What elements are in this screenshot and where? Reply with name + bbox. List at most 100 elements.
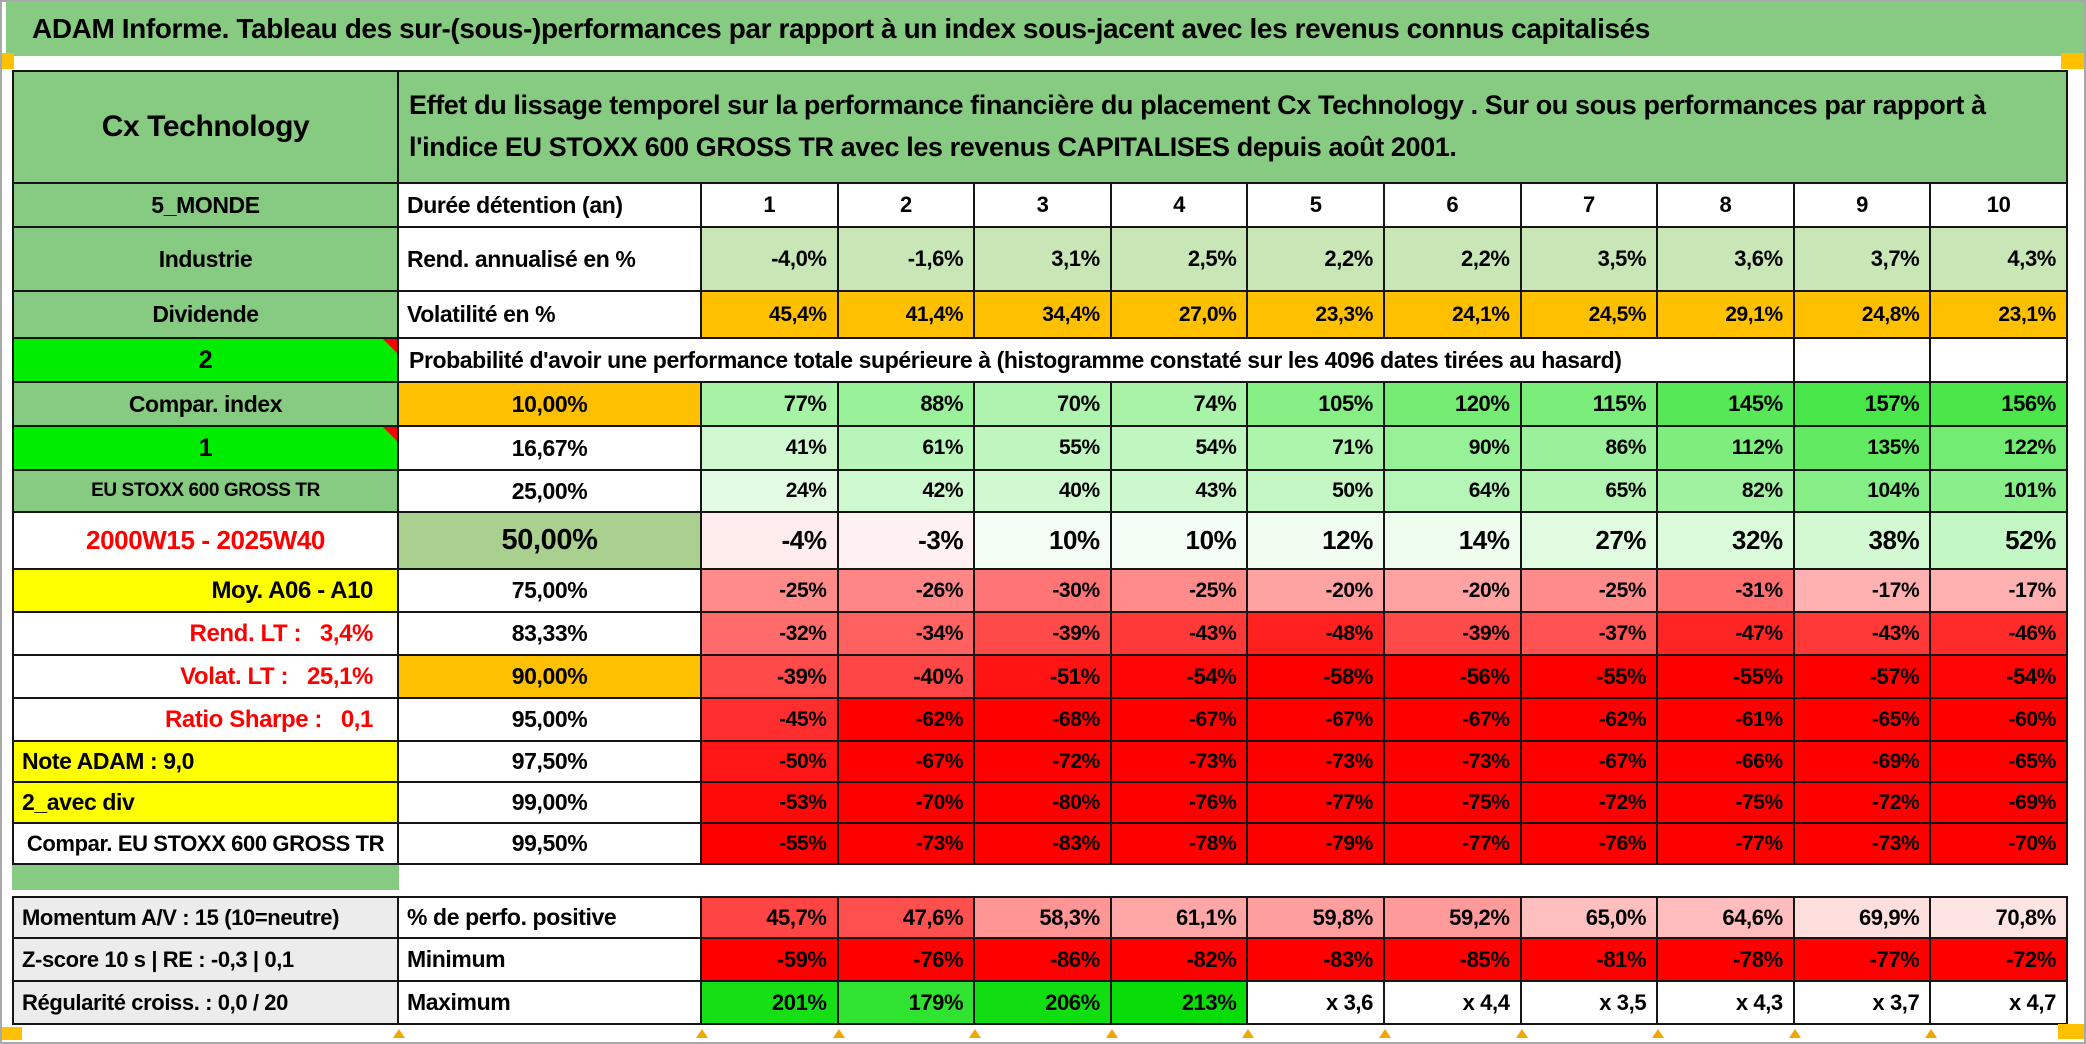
- report-description-cell[interactable]: Effet du lissage temporel sur la perform…: [399, 70, 2068, 184]
- cell-p95-y8[interactable]: -61%: [1658, 699, 1795, 742]
- cell-duration-y4[interactable]: 4: [1111, 184, 1249, 228]
- cell-rend-y2[interactable]: -1,6%: [838, 228, 976, 292]
- cell-p995-y10[interactable]: -70%: [1931, 824, 2068, 865]
- cell-p90-y8[interactable]: -55%: [1658, 656, 1795, 699]
- cell-p975-y1[interactable]: -50%: [702, 742, 839, 783]
- cell-p90-y1[interactable]: -39%: [702, 656, 839, 699]
- cell-rend-y8[interactable]: 3,6%: [1658, 228, 1795, 292]
- cell-p995-y4[interactable]: -78%: [1111, 824, 1249, 865]
- row-label-min[interactable]: Z-score 10 s | RE : -0,3 | 0,1: [12, 939, 399, 982]
- row-header-p99[interactable]: 99,00%: [399, 783, 702, 824]
- cell-p90-y5[interactable]: -58%: [1248, 656, 1385, 699]
- cell-p90-y9[interactable]: -57%: [1794, 656, 1932, 699]
- cell-p83-y3[interactable]: -39%: [975, 613, 1112, 656]
- cell-p90-y10[interactable]: -54%: [1931, 656, 2068, 699]
- cell-p16-y4[interactable]: 54%: [1111, 427, 1249, 471]
- cell-p75-y9[interactable]: -17%: [1794, 570, 1932, 613]
- cell-p90-y4[interactable]: -54%: [1111, 656, 1249, 699]
- row-label-duration[interactable]: 5_MONDE: [12, 184, 399, 228]
- row-label-p25[interactable]: EU STOXX 600 GROSS TR: [12, 471, 399, 513]
- cell-p99-y9[interactable]: -72%: [1794, 783, 1932, 824]
- cell-p10-y1[interactable]: 77%: [702, 383, 839, 427]
- cell-duration-y1[interactable]: 1: [702, 184, 839, 228]
- cell-p50-y4[interactable]: 10%: [1111, 513, 1249, 570]
- cell-p90-y6[interactable]: -56%: [1384, 656, 1522, 699]
- cell-rend-y3[interactable]: 3,1%: [975, 228, 1112, 292]
- cell-p95-y4[interactable]: -67%: [1111, 699, 1249, 742]
- row-label-p975[interactable]: Note ADAM : 9,0: [12, 742, 399, 783]
- cell-p995-y3[interactable]: -83%: [975, 824, 1112, 865]
- cell-p90-y2[interactable]: -40%: [838, 656, 976, 699]
- cell-rend-y9[interactable]: 3,7%: [1794, 228, 1932, 292]
- instrument-name-cell[interactable]: Cx Technology: [12, 70, 399, 184]
- cell-p83-y6[interactable]: -39%: [1384, 613, 1522, 656]
- cell-p75-y2[interactable]: -26%: [838, 570, 976, 613]
- cell-p16-y1[interactable]: 41%: [702, 427, 839, 471]
- cell-min-y4[interactable]: -82%: [1111, 939, 1249, 982]
- cell-duration-y3[interactable]: 3: [975, 184, 1112, 228]
- row-header-p50[interactable]: 50,00%: [399, 513, 702, 570]
- cell-perf-y8[interactable]: 64,6%: [1658, 896, 1795, 939]
- row-label-p10[interactable]: Compar. index: [12, 383, 399, 427]
- cell-max-y5[interactable]: x 3,6: [1248, 982, 1385, 1025]
- row-label-p50[interactable]: 2000W15 - 2025W40: [12, 513, 399, 570]
- cell-p75-y8[interactable]: -31%: [1658, 570, 1795, 613]
- row-label-rend[interactable]: Industrie: [12, 228, 399, 292]
- cell-p25-y8[interactable]: 82%: [1658, 471, 1795, 513]
- cell-max-y4[interactable]: 213%: [1111, 982, 1249, 1025]
- cell-p975-y10[interactable]: -65%: [1931, 742, 2068, 783]
- cell-p90-y3[interactable]: -51%: [975, 656, 1112, 699]
- spacer-cell[interactable]: [12, 865, 399, 890]
- cell-perf-y2[interactable]: 47,6%: [838, 896, 976, 939]
- cell-p99-y8[interactable]: -75%: [1658, 783, 1795, 824]
- cell-rend-y10[interactable]: 4,3%: [1931, 228, 2068, 292]
- cell-p75-y4[interactable]: -25%: [1111, 570, 1249, 613]
- cell-p95-y6[interactable]: -67%: [1384, 699, 1522, 742]
- cell-min-y5[interactable]: -83%: [1248, 939, 1385, 982]
- row-header-volat[interactable]: Volatilité en %: [399, 292, 702, 339]
- cell-perf-y6[interactable]: 59,2%: [1384, 896, 1522, 939]
- cell-p975-y4[interactable]: -73%: [1111, 742, 1249, 783]
- cell-volat-y1[interactable]: 45,4%: [702, 292, 839, 339]
- cell-p50-y1[interactable]: -4%: [702, 513, 839, 570]
- cell-p99-y10[interactable]: -69%: [1931, 783, 2068, 824]
- cell-p83-y2[interactable]: -34%: [838, 613, 976, 656]
- cell-p10-y2[interactable]: 88%: [838, 383, 976, 427]
- row-label-p75[interactable]: Moy. A06 - A10: [12, 570, 399, 613]
- cell-p10-y5[interactable]: 105%: [1248, 383, 1385, 427]
- probability-caption-cell[interactable]: Probabilité d'avoir une performance tota…: [399, 339, 1795, 383]
- cell-rend-y6[interactable]: 2,2%: [1384, 228, 1522, 292]
- cell-rend-y7[interactable]: 3,5%: [1521, 228, 1659, 292]
- cell-volat-y6[interactable]: 24,1%: [1384, 292, 1522, 339]
- cell-p50-y10[interactable]: 52%: [1931, 513, 2068, 570]
- row-header-p975[interactable]: 97,50%: [399, 742, 702, 783]
- row-header-duration[interactable]: Durée détention (an): [399, 184, 702, 228]
- cell-p10-y6[interactable]: 120%: [1384, 383, 1522, 427]
- row-label-p16[interactable]: 1: [12, 427, 399, 471]
- cell-p50-y5[interactable]: 12%: [1248, 513, 1385, 570]
- cell-p95-y3[interactable]: -68%: [975, 699, 1112, 742]
- cell-min-y8[interactable]: -78%: [1658, 939, 1795, 982]
- cell-p83-y5[interactable]: -48%: [1248, 613, 1385, 656]
- cell-p995-y9[interactable]: -73%: [1794, 824, 1932, 865]
- cell-volat-y9[interactable]: 24,8%: [1794, 292, 1932, 339]
- cell-p25-y10[interactable]: 101%: [1931, 471, 2068, 513]
- cell-p50-y8[interactable]: 32%: [1658, 513, 1795, 570]
- cell-duration-y7[interactable]: 7: [1521, 184, 1659, 228]
- cell-min-y3[interactable]: -86%: [975, 939, 1112, 982]
- cell-p975-y9[interactable]: -69%: [1794, 742, 1932, 783]
- cell-p995-y5[interactable]: -79%: [1248, 824, 1385, 865]
- cell-volat-y5[interactable]: 23,3%: [1248, 292, 1385, 339]
- cell-volat-y4[interactable]: 27,0%: [1111, 292, 1249, 339]
- cell-rend-y1[interactable]: -4,0%: [702, 228, 839, 292]
- cell-p99-y3[interactable]: -80%: [975, 783, 1112, 824]
- cell-p99-y4[interactable]: -76%: [1111, 783, 1249, 824]
- cell-perf-y9[interactable]: 69,9%: [1794, 896, 1932, 939]
- cell-p50-y3[interactable]: 10%: [975, 513, 1112, 570]
- cell-max-y3[interactable]: 206%: [975, 982, 1112, 1025]
- cell-duration-y5[interactable]: 5: [1248, 184, 1385, 228]
- cell-max-y6[interactable]: x 4,4: [1384, 982, 1522, 1025]
- cell-p975-y5[interactable]: -73%: [1248, 742, 1385, 783]
- cell-p975-y3[interactable]: -72%: [975, 742, 1112, 783]
- cell-max-y8[interactable]: x 4,3: [1658, 982, 1795, 1025]
